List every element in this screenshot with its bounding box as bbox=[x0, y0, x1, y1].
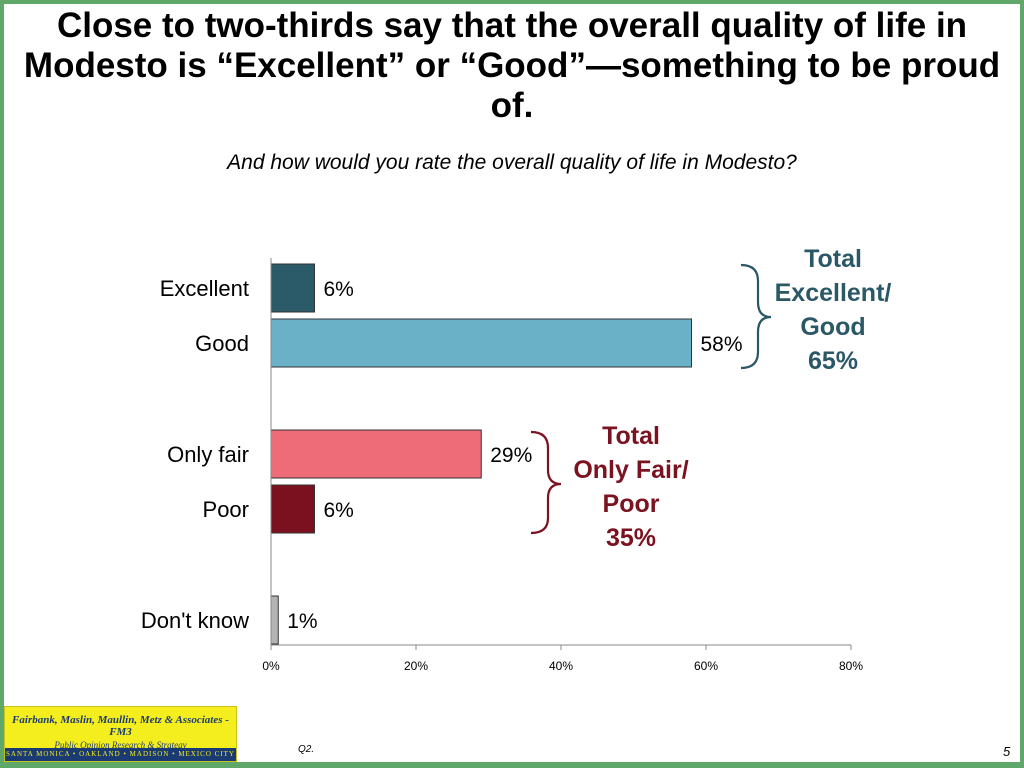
x-tick-label-20: 20% bbox=[404, 659, 428, 673]
value-label-good: 58% bbox=[701, 333, 743, 356]
bracket-negative-line3: Poor bbox=[602, 490, 660, 518]
value-label-excellent: 6% bbox=[324, 278, 354, 301]
bracket-negative-line4: 35% bbox=[605, 524, 657, 552]
category-label-excellent: Excellent bbox=[160, 276, 249, 301]
bracket-positive-line2: Excellent/ bbox=[774, 279, 892, 307]
company-logo: Fairbank, Maslin, Maullin, Metz & Associ… bbox=[4, 706, 237, 762]
bracket-negative bbox=[530, 430, 562, 535]
category-label-don-t-know: Don't know bbox=[141, 608, 249, 633]
bracket-negative-line2: Only Fair/ bbox=[573, 456, 689, 484]
x-tick-label-40: 40% bbox=[549, 659, 573, 673]
x-tick-label-80: 80% bbox=[839, 659, 863, 673]
category-label-good: Good bbox=[195, 331, 249, 356]
bracket-positive-line4: 65% bbox=[807, 347, 859, 375]
category-label-only-fair: Only fair bbox=[167, 442, 249, 467]
logo-tagline: Public Opinion Research & Strategy bbox=[54, 740, 187, 750]
slide-subtitle: And how would you rate the overall quali… bbox=[227, 151, 797, 174]
bracket-negative-line1: Total bbox=[602, 422, 660, 450]
bar-don-t-know bbox=[270, 595, 279, 645]
bracket-positive-line1: Total bbox=[804, 245, 862, 273]
x-tick-label-60: 60% bbox=[694, 659, 718, 673]
slide-title: Close to two-thirds say that the overall… bbox=[23, 6, 1001, 125]
question-reference: Q2. bbox=[298, 744, 315, 755]
bar-only-fair bbox=[270, 429, 482, 479]
bracket-positive bbox=[740, 263, 772, 370]
logo-offices: SANTA MONICA • OAKLAND • MADISON • MEXIC… bbox=[5, 748, 236, 761]
bar-excellent bbox=[270, 263, 315, 313]
page-number: 5 bbox=[1003, 744, 1011, 759]
total-excellent-good-label: Total Excellent/ Good 65% bbox=[752, 242, 914, 378]
total-fair-poor-label: Total Only Fair/ Poor 35% bbox=[555, 419, 707, 555]
bar-good bbox=[270, 318, 692, 368]
value-label-poor: 6% bbox=[324, 499, 354, 522]
logo-company-name: Fairbank, Maslin, Maullin, Metz & Associ… bbox=[12, 714, 229, 738]
category-label-poor: Poor bbox=[203, 497, 249, 522]
value-label-only-fair: 29% bbox=[490, 444, 532, 467]
bar-poor bbox=[270, 484, 315, 534]
value-label-don-t-know: 1% bbox=[287, 610, 317, 633]
x-tick-label-0: 0% bbox=[262, 659, 280, 673]
bracket-positive-line3: Good bbox=[800, 313, 866, 341]
